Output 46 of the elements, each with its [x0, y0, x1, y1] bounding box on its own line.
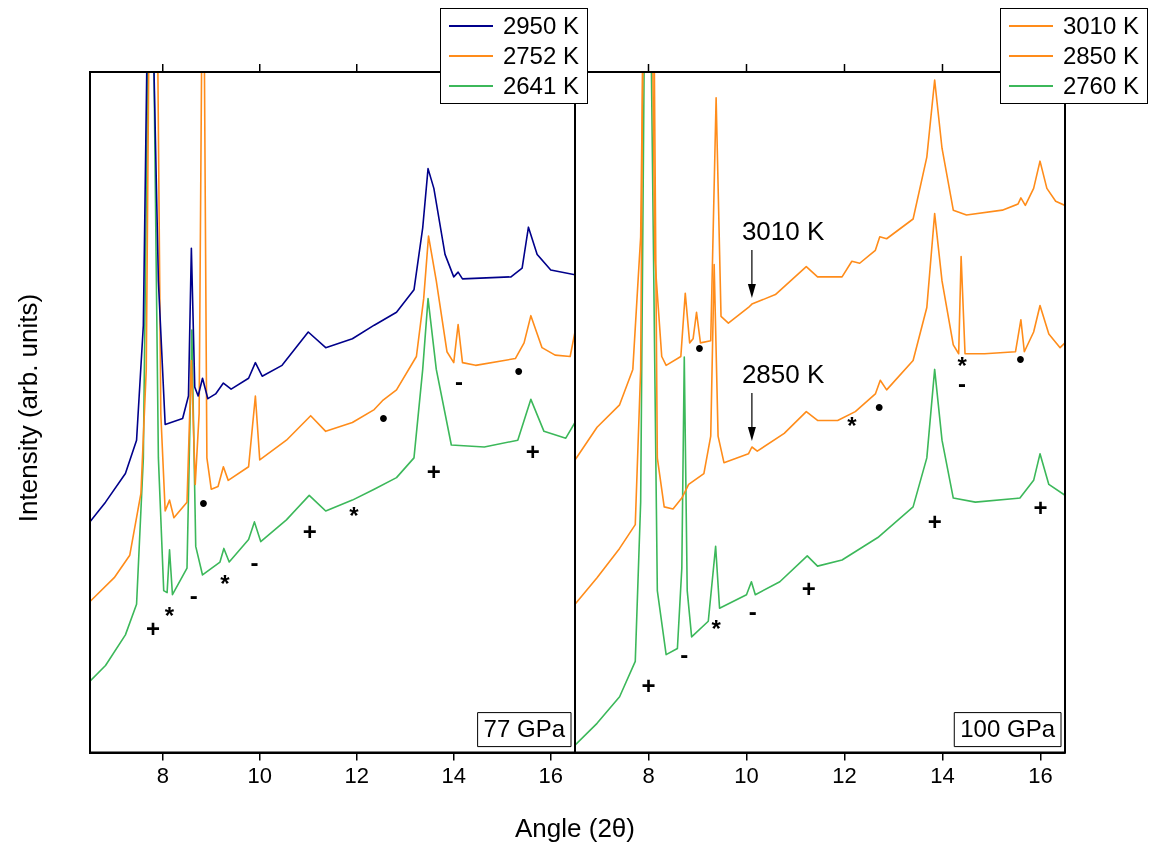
annotation: 2850 K [741, 359, 825, 390]
annotation: + [146, 614, 161, 642]
annotation: * [164, 602, 175, 630]
annotation: * [220, 569, 231, 597]
annotation: + [927, 507, 942, 535]
annotation: + [641, 671, 656, 699]
annotation: 100 GPa [960, 715, 1056, 743]
x-tick-label: 16 [538, 762, 563, 788]
annotation: - [189, 582, 198, 610]
x-tick-label: 8 [642, 762, 655, 788]
annotation: • [1016, 345, 1025, 373]
annotation: + [426, 458, 441, 486]
x-tick-label: 14 [441, 762, 466, 788]
annotation: • [514, 357, 523, 385]
annotation: - [250, 548, 259, 576]
annotation: * [847, 411, 858, 439]
x-tick-label: 16 [1028, 762, 1053, 788]
annotation: 77 GPa [483, 715, 566, 743]
annotation: * [711, 614, 722, 642]
annotation: * [349, 502, 360, 530]
annotation: • [199, 488, 208, 516]
legend-label: 3010 K [1062, 11, 1139, 41]
annotation: + [525, 438, 540, 466]
x-tick-label: 14 [930, 762, 955, 788]
annotation: • [875, 392, 884, 420]
annotation: 3010 K [741, 216, 825, 247]
annotation: + [302, 518, 317, 546]
annotation: - [680, 641, 689, 669]
x-tick-label: 12 [344, 762, 369, 788]
annotation: + [1033, 493, 1048, 521]
legend-label: 2950 K [502, 11, 579, 41]
x-tick-label: 12 [832, 762, 857, 788]
x-axis-title: Angle (2θ) [515, 813, 635, 844]
annotation: • [695, 334, 704, 362]
x-tick-label: 10 [734, 762, 759, 788]
annotation: + [801, 574, 816, 602]
legend-label: 2752 K [502, 41, 579, 71]
legend-label: 2850 K [1062, 41, 1139, 71]
legend-label: 2641 K [502, 71, 579, 101]
annotation: - [748, 597, 757, 625]
x-tick-label: 10 [247, 762, 272, 788]
y-axis-title: Intensity (arb. units) [12, 293, 44, 523]
legend-label: 2760 K [1062, 71, 1139, 101]
annotation: • [379, 403, 388, 431]
x-tick-label: 8 [156, 762, 169, 788]
annotation: - [455, 367, 464, 395]
